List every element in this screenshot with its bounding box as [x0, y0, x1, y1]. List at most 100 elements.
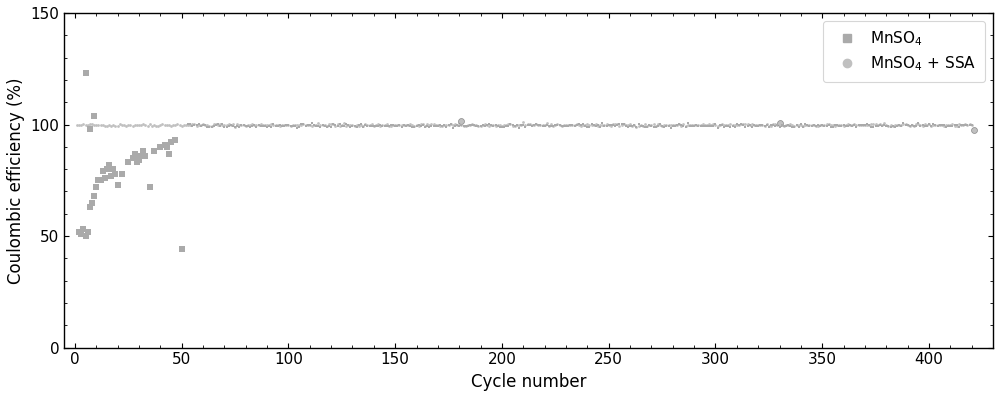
Point [532, 122, 548, 129]
Point [244, 121, 260, 127]
Point [714, 121, 730, 128]
Point [238, 123, 254, 129]
Point [78, 122, 94, 128]
Point [496, 124, 512, 131]
Point [895, 120, 911, 127]
Point [477, 121, 493, 128]
Point [844, 123, 860, 130]
Point [379, 121, 395, 128]
Point [671, 121, 687, 127]
Point [180, 122, 196, 129]
Point [272, 122, 288, 129]
Point [701, 123, 717, 129]
Point [513, 121, 529, 128]
Point [786, 122, 802, 129]
Point [735, 122, 751, 128]
Point [607, 120, 623, 127]
Point [661, 123, 677, 129]
Point [895, 121, 911, 127]
Point [93, 177, 109, 183]
Point [385, 121, 401, 128]
Point [725, 123, 741, 129]
Point [569, 122, 585, 128]
Point [233, 122, 249, 128]
Point [347, 123, 363, 129]
Point [308, 122, 324, 128]
Point [577, 122, 593, 129]
Point [859, 122, 875, 128]
Point [189, 122, 205, 128]
Point [759, 120, 775, 127]
Point [889, 122, 905, 129]
Point [697, 123, 713, 129]
Point [458, 122, 474, 129]
Point [295, 121, 311, 127]
Point [816, 121, 832, 128]
Point [887, 122, 903, 129]
Point [797, 121, 813, 127]
Point [340, 122, 356, 129]
Point [167, 122, 183, 129]
Point [870, 122, 886, 129]
Point [643, 122, 659, 129]
Point [742, 122, 758, 128]
Point [270, 122, 286, 129]
Point [110, 123, 126, 129]
Point [944, 123, 960, 129]
Point [885, 123, 901, 130]
Point [372, 123, 388, 129]
Point [157, 141, 173, 148]
Point [101, 162, 117, 168]
Point [293, 121, 309, 128]
Point [667, 122, 683, 128]
Point [462, 121, 478, 128]
Legend: MnSO$_4$, MnSO$_4$ + SSA: MnSO$_4$, MnSO$_4$ + SSA [823, 21, 985, 82]
Point [547, 122, 563, 129]
Point [628, 124, 644, 130]
Point [921, 121, 937, 127]
Point [746, 122, 762, 128]
Point [400, 122, 416, 129]
Point [191, 121, 207, 128]
Point [930, 123, 946, 129]
Point [468, 122, 484, 128]
Point [573, 123, 589, 129]
Point [782, 121, 798, 127]
Point [411, 123, 427, 129]
Point [370, 123, 386, 130]
Point [801, 122, 817, 129]
Point [853, 122, 869, 128]
Point [90, 122, 106, 129]
Point [366, 123, 382, 130]
Point [927, 122, 943, 128]
Point [936, 122, 952, 128]
Point [955, 122, 971, 128]
Point [71, 122, 87, 128]
Point [831, 123, 847, 129]
Point [82, 121, 98, 127]
Point [537, 123, 553, 130]
Point [861, 121, 877, 128]
Point [515, 119, 531, 125]
Point [255, 121, 271, 128]
Point [186, 121, 202, 128]
Point [344, 123, 360, 129]
Point [447, 121, 463, 127]
Point [588, 123, 604, 129]
Point [586, 122, 602, 128]
Point [315, 121, 331, 128]
Point [599, 122, 615, 129]
Point [530, 122, 546, 129]
Point [293, 121, 309, 128]
Point [601, 121, 617, 128]
Point [415, 121, 431, 127]
Point [635, 123, 651, 129]
Point [893, 121, 909, 128]
Point [874, 123, 890, 129]
Point [169, 121, 185, 127]
Point [415, 122, 431, 128]
Point [607, 123, 623, 129]
Point [584, 122, 600, 128]
Point [515, 122, 531, 128]
Point [737, 123, 753, 130]
